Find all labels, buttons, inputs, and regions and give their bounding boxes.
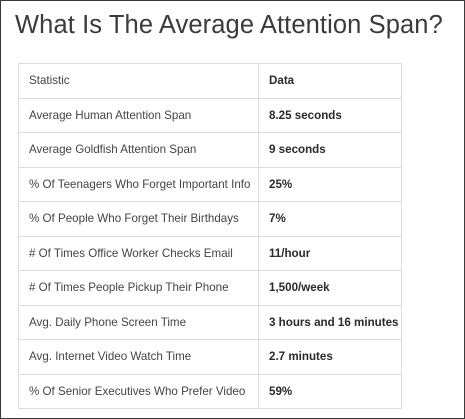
row-statistic: # Of Times Office Worker Checks Email	[18, 235, 259, 271]
row-data: 7%	[258, 201, 402, 237]
row-statistic: % Of Senior Executives Who Prefer Video	[18, 373, 259, 409]
table-row: Average Human Attention Span 8.25 second…	[18, 97, 402, 133]
table-header-row: Statistic Data	[18, 63, 402, 99]
row-statistic: Average Goldfish Attention Span	[18, 132, 259, 168]
table-row: Avg. Daily Phone Screen Time 3 hours and…	[18, 304, 402, 340]
header-statistic: Statistic	[18, 63, 259, 99]
table-row: % Of Senior Executives Who Prefer Video …	[18, 373, 402, 409]
page-title: What Is The Average Attention Span?	[15, 11, 443, 39]
row-statistic: Average Human Attention Span	[18, 97, 259, 133]
table-row: Average Goldfish Attention Span 9 second…	[18, 132, 402, 168]
row-data: 11/hour	[258, 235, 402, 271]
row-statistic: Avg. Internet Video Watch Time	[18, 339, 259, 375]
table-row: # Of Times Office Worker Checks Email 11…	[18, 235, 402, 271]
row-statistic: % Of People Who Forget Their Birthdays	[18, 201, 259, 237]
row-statistic: # Of Times People Pickup Their Phone	[18, 270, 259, 306]
row-statistic: % Of Teenagers Who Forget Important Info	[18, 166, 259, 202]
header-data: Data	[258, 63, 402, 99]
row-data: 25%	[258, 166, 402, 202]
table-row: % Of Teenagers Who Forget Important Info…	[18, 166, 402, 202]
table-row: # Of Times People Pickup Their Phone 1,5…	[18, 270, 402, 306]
row-data: 8.25 seconds	[258, 97, 402, 133]
row-data: 1,500/week	[258, 270, 402, 306]
row-statistic: Avg. Daily Phone Screen Time	[18, 304, 259, 340]
row-data: 3 hours and 16 minutes	[258, 304, 402, 340]
attention-stats-table: Statistic Data Average Human Attention S…	[18, 63, 402, 409]
row-data: 2.7 minutes	[258, 339, 402, 375]
table-row: % Of People Who Forget Their Birthdays 7…	[18, 201, 402, 237]
row-data: 9 seconds	[258, 132, 402, 168]
table-row: Avg. Internet Video Watch Time 2.7 minut…	[18, 339, 402, 375]
row-data: 59%	[258, 373, 402, 409]
